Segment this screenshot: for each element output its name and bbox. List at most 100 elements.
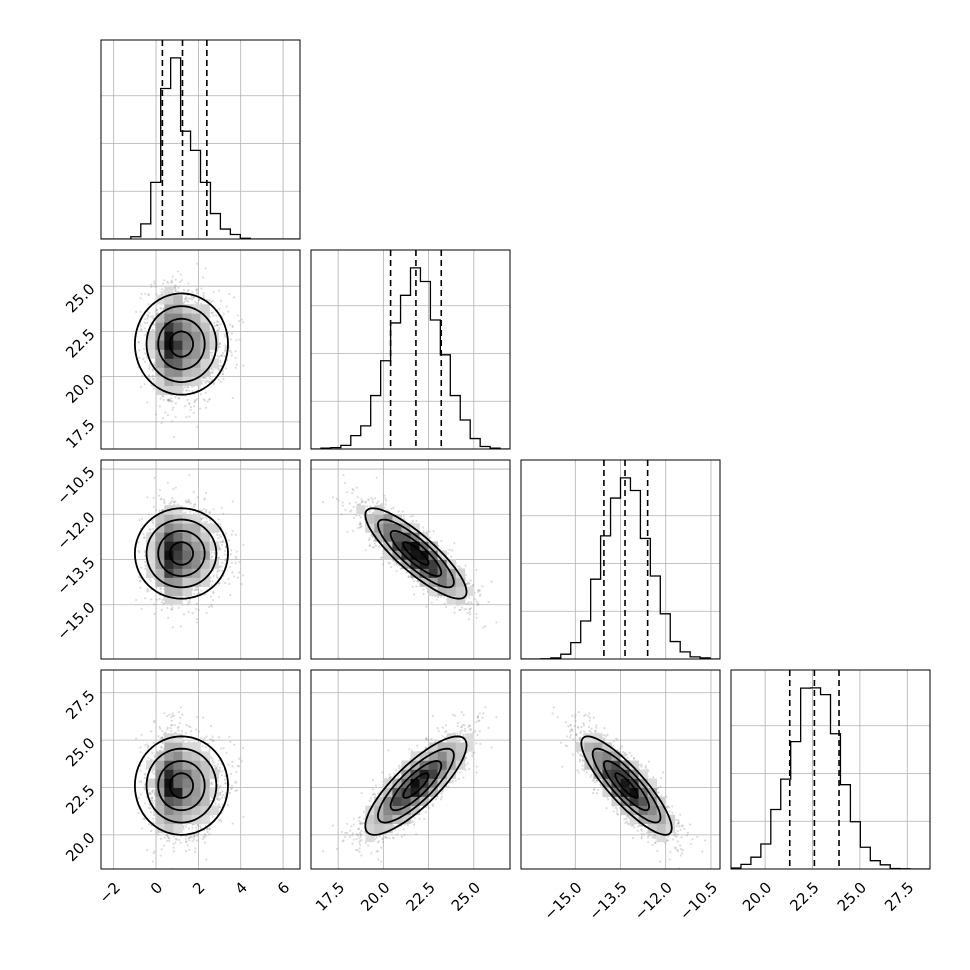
scatter-point	[186, 602, 190, 606]
scatter-point	[185, 416, 188, 419]
density-cell	[164, 376, 174, 386]
scatter-point	[194, 826, 198, 829]
scatter-point	[151, 377, 154, 381]
scatter-point	[224, 344, 227, 347]
scatter-point	[219, 793, 222, 797]
scatter-point	[187, 500, 190, 503]
scatter-point	[436, 598, 439, 601]
scatter-point	[196, 621, 199, 624]
scatter-point	[364, 501, 367, 504]
scatter-point	[359, 821, 362, 824]
scatter-point	[673, 833, 676, 836]
scatter-point	[144, 333, 147, 336]
scatter-point	[163, 498, 166, 501]
scatter-point	[217, 797, 220, 800]
scatter-point	[361, 500, 365, 503]
scatter-point	[588, 719, 591, 722]
scatter-point	[150, 283, 153, 286]
density-cell	[182, 322, 192, 332]
contour-level-2	[145, 305, 218, 384]
scatter-point	[208, 299, 211, 302]
scatter-point	[603, 727, 606, 730]
scatter-point	[215, 314, 218, 317]
scatter-point	[218, 805, 221, 808]
scatter-point	[165, 833, 168, 836]
scatter-point	[224, 335, 227, 338]
scatter-point	[232, 743, 236, 746]
scatter-point	[195, 728, 198, 731]
density-cell	[191, 550, 201, 560]
scatter-point	[588, 712, 591, 715]
scatter-point	[599, 784, 602, 787]
scatter-point	[237, 765, 241, 768]
scatter-point	[222, 377, 225, 380]
scatter-point	[578, 760, 582, 763]
density-cell	[365, 832, 375, 843]
scatter-point	[565, 744, 569, 748]
scatter-point	[194, 847, 197, 850]
scatter-point	[432, 530, 435, 533]
scatter-point	[388, 562, 391, 565]
scatter-point	[478, 589, 481, 592]
scatter-point	[212, 591, 215, 595]
scatter-point	[190, 385, 194, 388]
scatter-point	[140, 733, 143, 736]
scatter-point	[640, 837, 643, 840]
scatter-point	[221, 569, 224, 572]
density-cell	[191, 313, 201, 323]
scatter-point	[667, 835, 670, 838]
scatter-point	[168, 839, 171, 842]
scatter-point	[626, 756, 629, 760]
scatter-point	[146, 590, 149, 593]
scatter-point	[595, 724, 598, 727]
scatter-point	[186, 386, 189, 389]
scatter-point	[200, 379, 203, 382]
scatter-point	[167, 399, 170, 402]
scatter-point	[140, 607, 143, 611]
scatter-point	[576, 769, 579, 772]
density-cell	[164, 295, 174, 305]
scatter-point	[184, 511, 187, 514]
scatter-point	[355, 501, 358, 504]
density-cell	[419, 541, 429, 551]
density-cell	[173, 505, 183, 515]
density-cell	[173, 742, 183, 752]
scatter-point	[210, 724, 213, 728]
scatter-point	[152, 374, 155, 377]
scatter-point	[569, 724, 572, 727]
scatter-point	[668, 810, 671, 813]
scatter-point	[592, 791, 595, 795]
scatter-point	[212, 508, 215, 511]
scatter-point	[153, 754, 156, 757]
scatter-point	[214, 802, 217, 805]
scatter-point	[151, 751, 154, 754]
scatter-point	[140, 292, 143, 296]
x-tick-label-1-2: 22.5	[402, 879, 438, 915]
scatter-point	[212, 382, 215, 385]
scatter-point	[147, 293, 150, 296]
scatter-point	[686, 834, 689, 837]
scatter-point	[139, 746, 142, 749]
scatter-point	[588, 730, 591, 733]
scatter-point	[343, 835, 347, 839]
scatter-point	[223, 355, 227, 358]
scatter-point	[188, 402, 191, 405]
scatter-point	[137, 811, 140, 815]
scatter-point	[456, 722, 459, 725]
density-cell	[401, 778, 411, 788]
scatter-point	[187, 498, 191, 501]
density-cell	[191, 376, 201, 386]
scatter-point	[173, 724, 176, 727]
scatter-point	[475, 720, 478, 724]
scatter-point	[471, 754, 474, 758]
scatter-point	[147, 756, 150, 760]
scatter-point	[174, 395, 177, 399]
scatter-point	[464, 564, 467, 567]
scatter-point	[161, 598, 164, 601]
density-cell	[611, 787, 621, 797]
scatter-point	[592, 788, 596, 791]
scatter-point	[468, 608, 471, 611]
scatter-point	[357, 816, 360, 820]
scatter-point	[592, 779, 596, 782]
scatter-point	[468, 767, 471, 771]
